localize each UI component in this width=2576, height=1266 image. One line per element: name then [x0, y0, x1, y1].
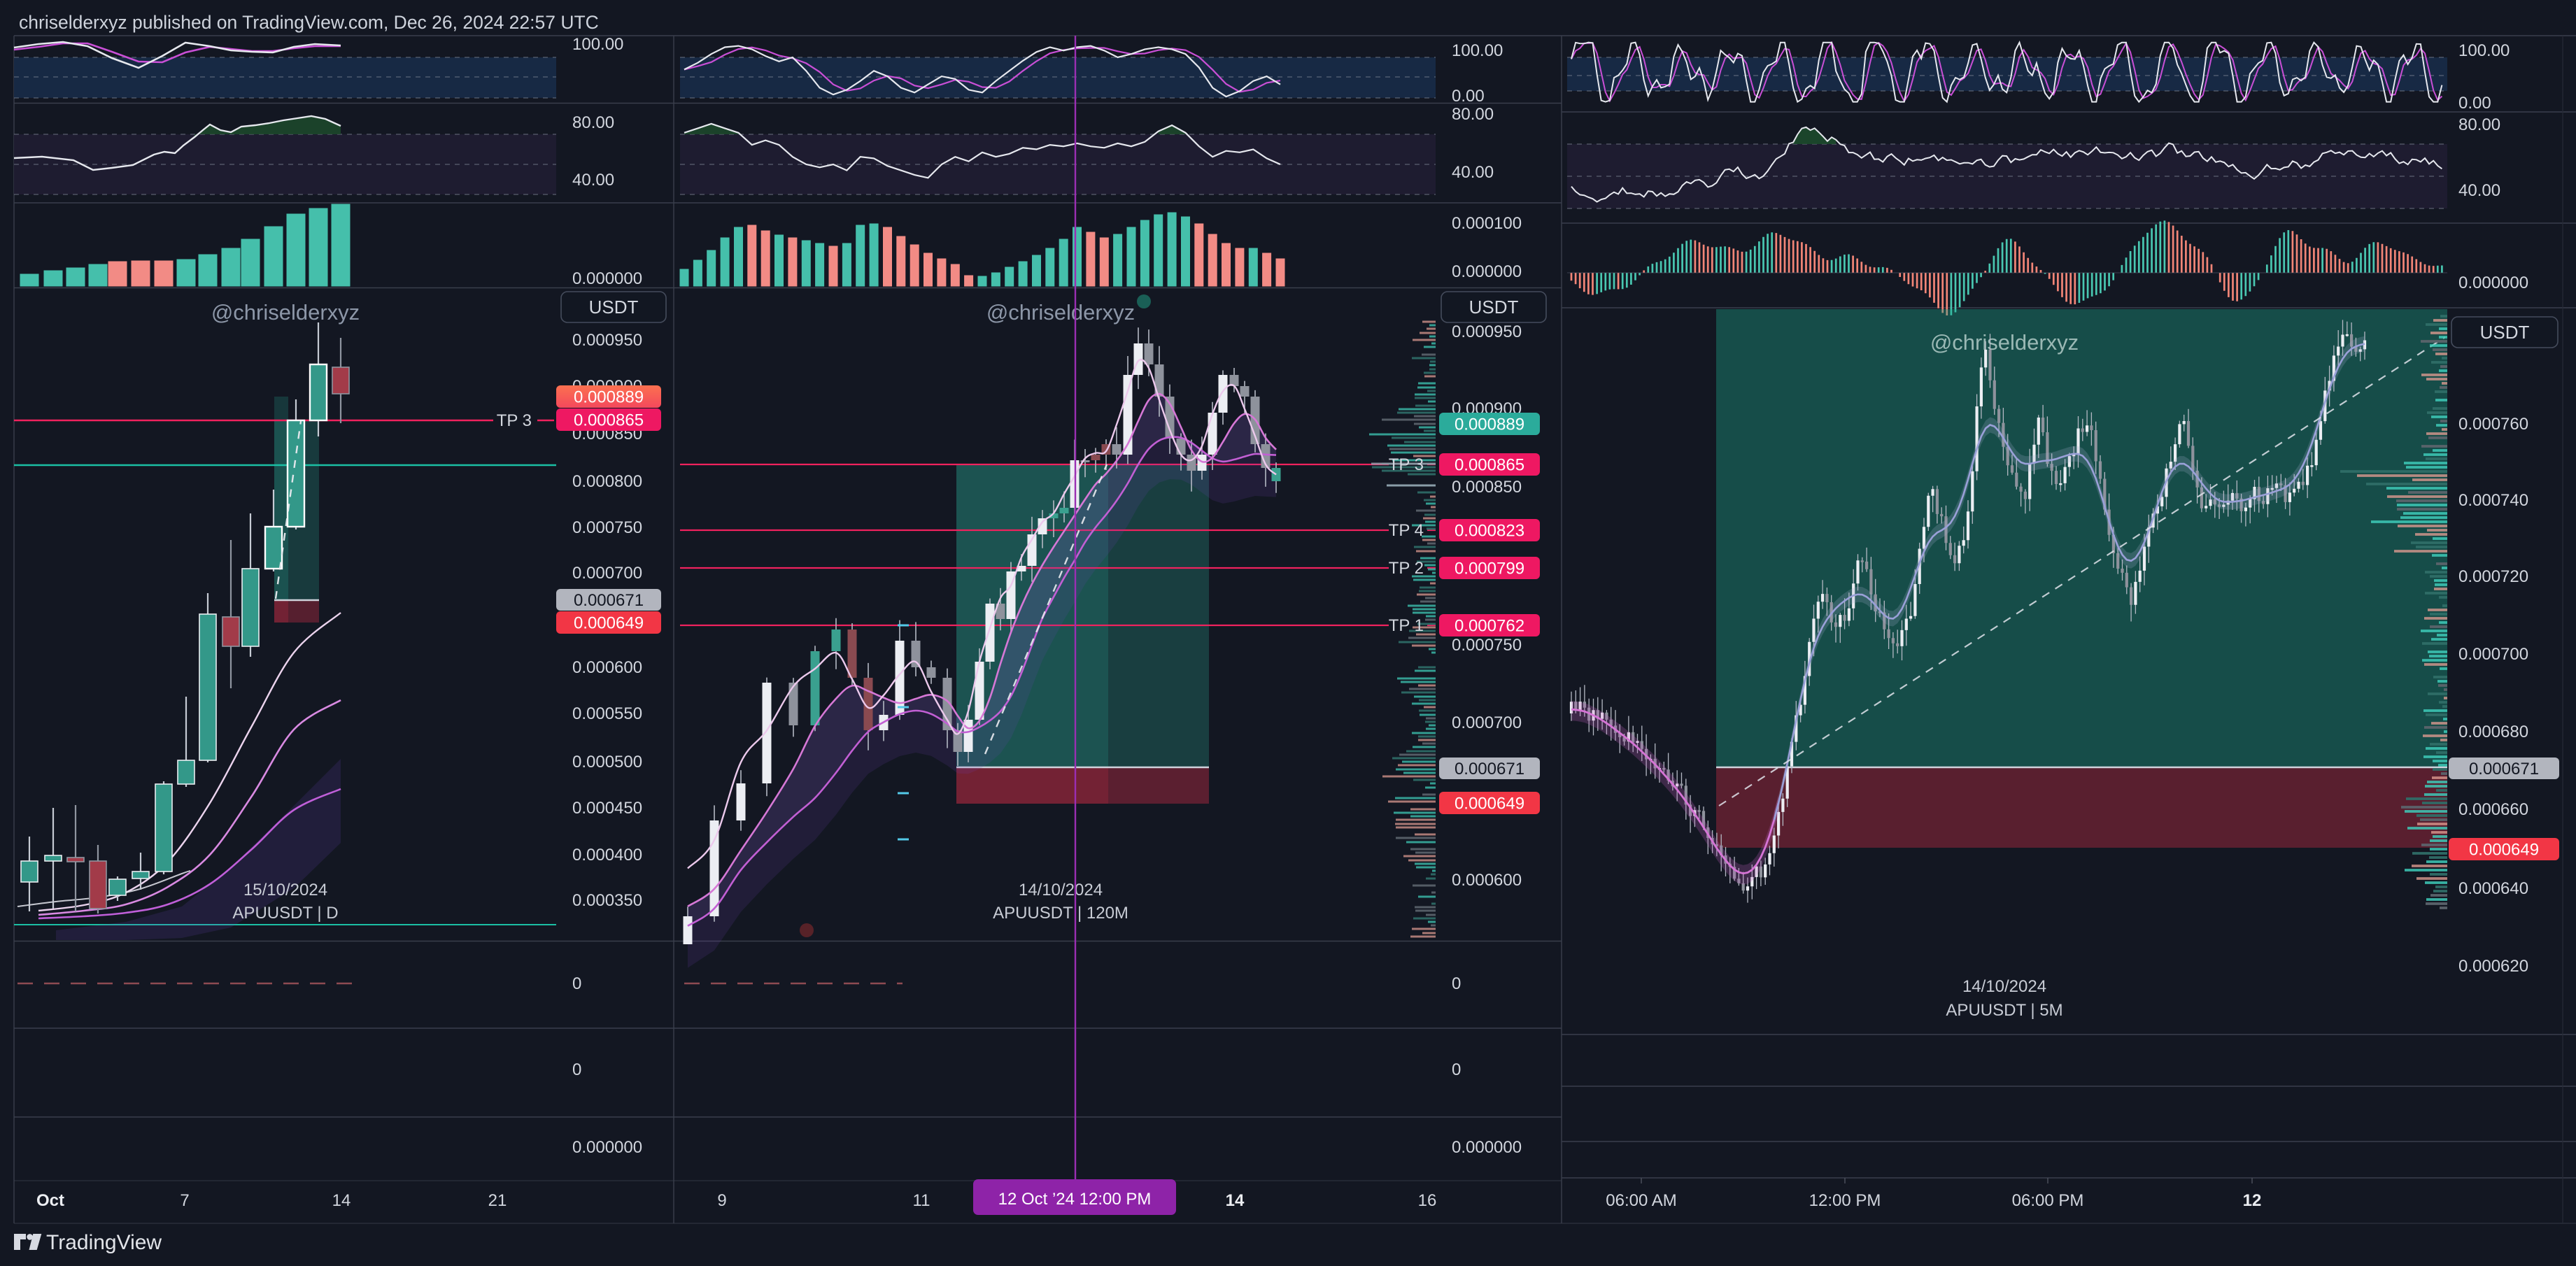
svg-text:0.000762: 0.000762: [1455, 617, 1524, 636]
svg-text:0.000889: 0.000889: [574, 388, 644, 407]
svg-text:0.000640: 0.000640: [2458, 879, 2528, 898]
svg-text:0.000660: 0.000660: [2458, 800, 2528, 819]
svg-text:0.000823: 0.000823: [1455, 522, 1524, 541]
svg-text:14: 14: [1226, 1191, 1245, 1210]
svg-text:80.00: 80.00: [2458, 115, 2500, 134]
svg-text:0.00: 0.00: [2458, 94, 2491, 113]
svg-text:APUUSDT | D: APUUSDT | D: [232, 904, 338, 923]
svg-text:0.000865: 0.000865: [574, 411, 644, 430]
svg-text:TP 3: TP 3: [1389, 455, 1424, 474]
svg-text:14: 14: [332, 1191, 351, 1210]
svg-text:0: 0: [1452, 974, 1461, 993]
svg-text:0.000760: 0.000760: [2458, 415, 2528, 434]
svg-text:TP 2: TP 2: [1389, 559, 1424, 578]
svg-text:APUUSDT | 5M: APUUSDT | 5M: [1946, 1001, 2062, 1020]
svg-text:0.000649: 0.000649: [1455, 795, 1524, 813]
svg-text:06:00 PM: 06:00 PM: [2012, 1191, 2084, 1210]
svg-text:0.000600: 0.000600: [572, 658, 642, 677]
svg-text:chriselderxyz published on Tra: chriselderxyz published on TradingView.c…: [19, 12, 599, 33]
svg-text:0.000671: 0.000671: [2469, 760, 2539, 778]
svg-text:0.000680: 0.000680: [2458, 723, 2528, 741]
svg-text:0.000950: 0.000950: [572, 331, 642, 350]
svg-text:12 Oct ’24 12:00 PM: 12 Oct ’24 12:00 PM: [998, 1190, 1152, 1209]
svg-text:0.000850: 0.000850: [1452, 478, 1522, 497]
svg-text:0.000865: 0.000865: [1455, 456, 1524, 475]
svg-text:0.000671: 0.000671: [1455, 760, 1524, 778]
svg-text:0.000671: 0.000671: [574, 591, 644, 610]
svg-text:0.000000: 0.000000: [572, 1138, 642, 1157]
svg-text:0.000649: 0.000649: [2469, 841, 2539, 860]
svg-text:14/10/2024: 14/10/2024: [1019, 881, 1103, 899]
svg-text:9: 9: [717, 1191, 726, 1210]
svg-text:APUUSDT | 120M: APUUSDT | 120M: [993, 904, 1128, 923]
svg-text:0.000100: 0.000100: [1452, 214, 1522, 233]
svg-text:0.000450: 0.000450: [572, 799, 642, 818]
svg-text:0.000000: 0.000000: [572, 269, 642, 288]
svg-text:0.000649: 0.000649: [574, 614, 644, 633]
svg-text:7: 7: [180, 1191, 189, 1210]
svg-text:0.000600: 0.000600: [1452, 871, 1522, 890]
svg-text:14/10/2024: 14/10/2024: [1962, 977, 2046, 996]
svg-text:21: 21: [488, 1191, 507, 1210]
svg-text:0.000750: 0.000750: [1452, 636, 1522, 655]
svg-text:100.00: 100.00: [1452, 41, 1503, 60]
svg-text:40.00: 40.00: [572, 171, 614, 190]
svg-text:100.00: 100.00: [572, 35, 623, 54]
svg-text:80.00: 80.00: [1452, 105, 1494, 124]
svg-text:0.000720: 0.000720: [2458, 567, 2528, 586]
svg-text:USDT: USDT: [1469, 297, 1519, 318]
svg-text:0.000700: 0.000700: [572, 564, 642, 583]
svg-text:0.000500: 0.000500: [572, 753, 642, 771]
svg-text:0.000700: 0.000700: [2458, 645, 2528, 664]
svg-text:40.00: 40.00: [1452, 163, 1494, 182]
svg-text:0.000800: 0.000800: [572, 472, 642, 491]
svg-text:0.000889: 0.000889: [1455, 415, 1524, 434]
svg-text:0.000550: 0.000550: [572, 704, 642, 723]
svg-text:USDT: USDT: [2480, 322, 2530, 343]
svg-text:@chriselderxyz: @chriselderxyz: [211, 300, 360, 325]
svg-text:100.00: 100.00: [2458, 41, 2510, 60]
svg-text:@chriselderxyz: @chriselderxyz: [1930, 330, 2079, 355]
svg-text:USDT: USDT: [589, 297, 639, 318]
svg-text:0.000740: 0.000740: [2458, 491, 2528, 510]
svg-text:0.000000: 0.000000: [1452, 1138, 1522, 1157]
svg-text:0: 0: [572, 974, 581, 993]
svg-text:TP 4: TP 4: [1389, 521, 1424, 540]
svg-text:0: 0: [1452, 1060, 1461, 1079]
svg-text:0.000950: 0.000950: [1452, 322, 1522, 341]
svg-text:0.000400: 0.000400: [572, 846, 642, 865]
svg-text:TP 1: TP 1: [1389, 616, 1424, 635]
svg-text:06:00 AM: 06:00 AM: [1606, 1191, 1676, 1210]
svg-text:0.000700: 0.000700: [1452, 713, 1522, 732]
svg-text:0.000000: 0.000000: [1452, 262, 1522, 281]
svg-text:TradingView: TradingView: [46, 1231, 162, 1254]
svg-text:0.000750: 0.000750: [572, 518, 642, 537]
svg-text:@chriselderxyz: @chriselderxyz: [986, 300, 1135, 325]
svg-text:80.00: 80.00: [572, 113, 614, 132]
svg-text:Oct: Oct: [36, 1191, 64, 1210]
svg-text:12: 12: [2243, 1191, 2262, 1210]
svg-text:0.000350: 0.000350: [572, 891, 642, 910]
svg-text:12:00 PM: 12:00 PM: [1809, 1191, 1881, 1210]
svg-text:0.00: 0.00: [1452, 87, 1485, 106]
svg-text:16: 16: [1418, 1191, 1437, 1210]
svg-text:15/10/2024: 15/10/2024: [243, 881, 327, 899]
svg-text:0.000000: 0.000000: [2458, 273, 2528, 292]
svg-text:11: 11: [913, 1191, 930, 1210]
svg-text:TP 3: TP 3: [497, 411, 532, 430]
svg-text:0: 0: [572, 1060, 581, 1079]
svg-text:0.000799: 0.000799: [1455, 560, 1524, 578]
svg-text:40.00: 40.00: [2458, 181, 2500, 200]
svg-text:0.000620: 0.000620: [2458, 957, 2528, 976]
